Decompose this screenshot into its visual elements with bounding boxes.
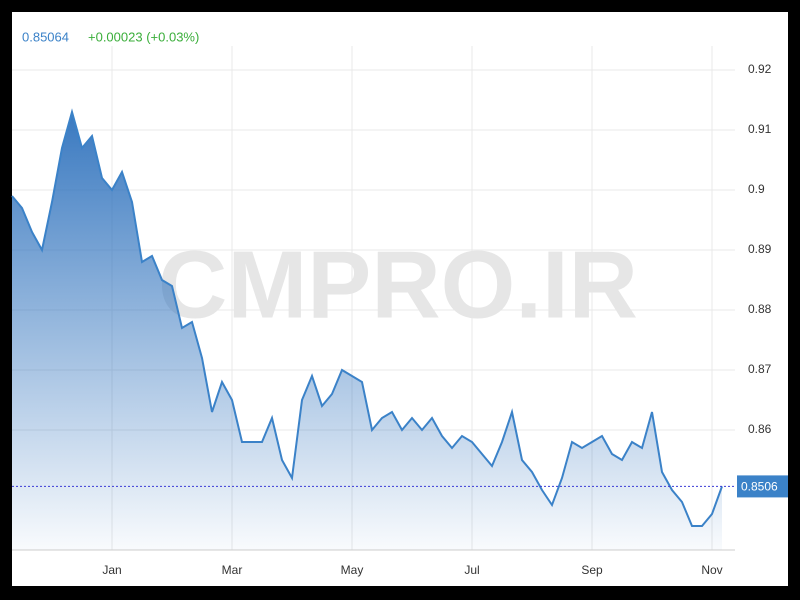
x-tick-label: May: [341, 563, 364, 577]
line: [11, 108, 723, 527]
x-tick-label: Mar: [222, 563, 243, 577]
y-tick-label: 0.91: [748, 122, 772, 136]
area: [12, 112, 722, 550]
price-tag: [737, 475, 788, 498]
price: 0.85064: [22, 29, 69, 44]
y-tick-label: 0.89: [748, 242, 772, 256]
change: +0.00023 (+0.03%): [88, 29, 199, 44]
x-tick-label: Nov: [701, 563, 722, 577]
price-tag-label: 0.8506: [741, 480, 778, 494]
y-tick-label: 0.86: [748, 422, 772, 436]
x-tick-label: Jul: [464, 563, 479, 577]
y-tick-label: 0.87: [748, 362, 772, 376]
y-tick-label: 0.88: [748, 302, 772, 316]
x-tick-label: Jan: [102, 563, 121, 577]
y-tick-label: 0.92: [748, 62, 772, 76]
x-tick-label: Sep: [581, 563, 603, 577]
watermark: CMPRO.IR: [158, 231, 638, 338]
y-tick-label: 0.9: [748, 182, 765, 196]
